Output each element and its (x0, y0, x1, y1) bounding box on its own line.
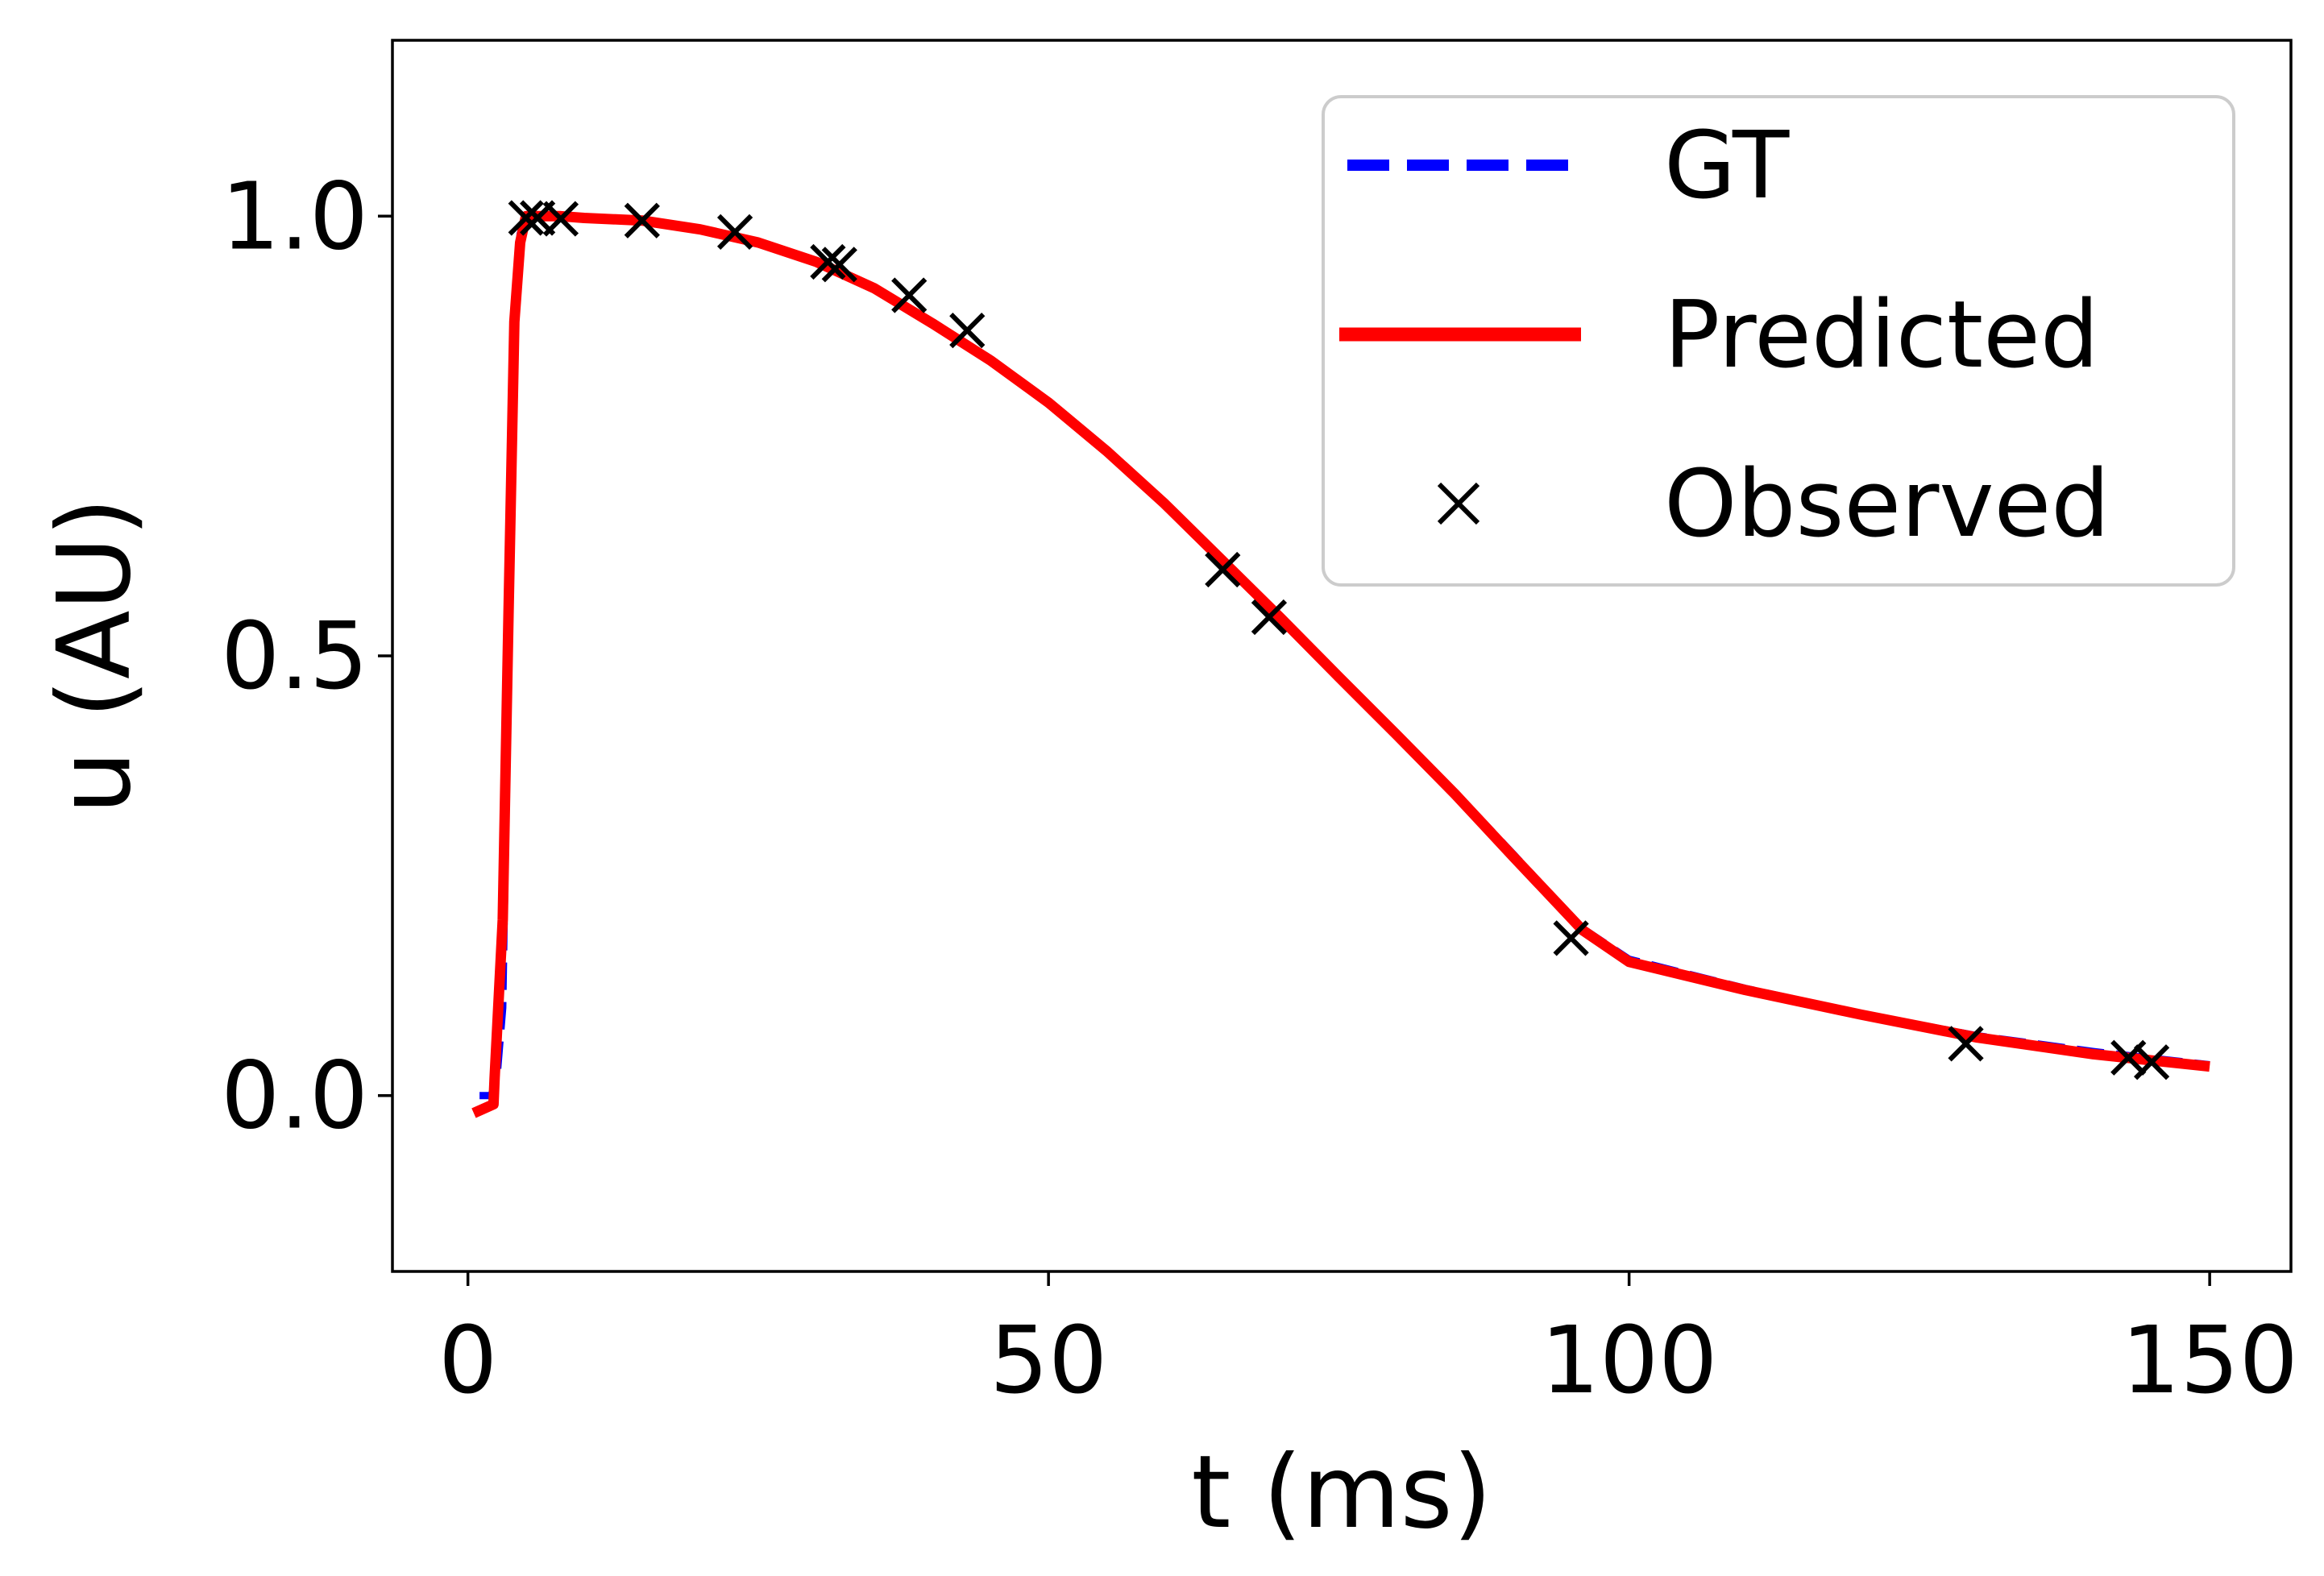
legend: GT Predicted Observed (1322, 95, 2235, 587)
observed-marker (716, 214, 753, 251)
x-tick-label: 50 (990, 1307, 1107, 1415)
x-tick-label: 0 (438, 1307, 497, 1415)
series-line-predicted (471, 210, 2210, 1118)
legend-item-gt: GT (1347, 112, 1790, 220)
observed-marker (1948, 1026, 1984, 1062)
y-axis-label: u (AU) (36, 497, 153, 815)
observed-marker (810, 243, 846, 280)
legend-label-observed: Observed (1664, 450, 2110, 558)
y-tick-label: 0.5 (221, 603, 368, 711)
observed-marker (1553, 920, 1589, 956)
observed-marker (542, 201, 579, 237)
y-tick-label: 1.0 (221, 163, 368, 271)
observed-marker (891, 277, 928, 313)
x-tick-label: 150 (2121, 1307, 2298, 1415)
legend-label-gt: GT (1664, 112, 1790, 220)
observed-marker (508, 200, 544, 236)
legend-label-predicted: Predicted (1664, 281, 2099, 389)
legend-item-observed: Observed (1437, 450, 2110, 558)
axis-ticks: 0 50 100 150 0.0 0.5 1.0 (221, 163, 2298, 1415)
legend-box (1322, 95, 2235, 587)
observed-marker (1205, 551, 1241, 588)
y-tick-label: 0.0 (221, 1043, 368, 1151)
observed-marker (821, 247, 857, 283)
observed-marker (2133, 1044, 2170, 1080)
legend-item-predicted: Predicted (1339, 281, 2099, 389)
x-axis-label: t (ms) (1191, 1434, 1492, 1551)
series-layer (471, 200, 2210, 1118)
legend-swatch-observed (1437, 482, 1480, 525)
x-tick-label: 100 (1541, 1307, 1718, 1415)
observed-marker (949, 313, 986, 349)
observed-marker (1251, 599, 1288, 636)
observed-marker (624, 202, 660, 238)
